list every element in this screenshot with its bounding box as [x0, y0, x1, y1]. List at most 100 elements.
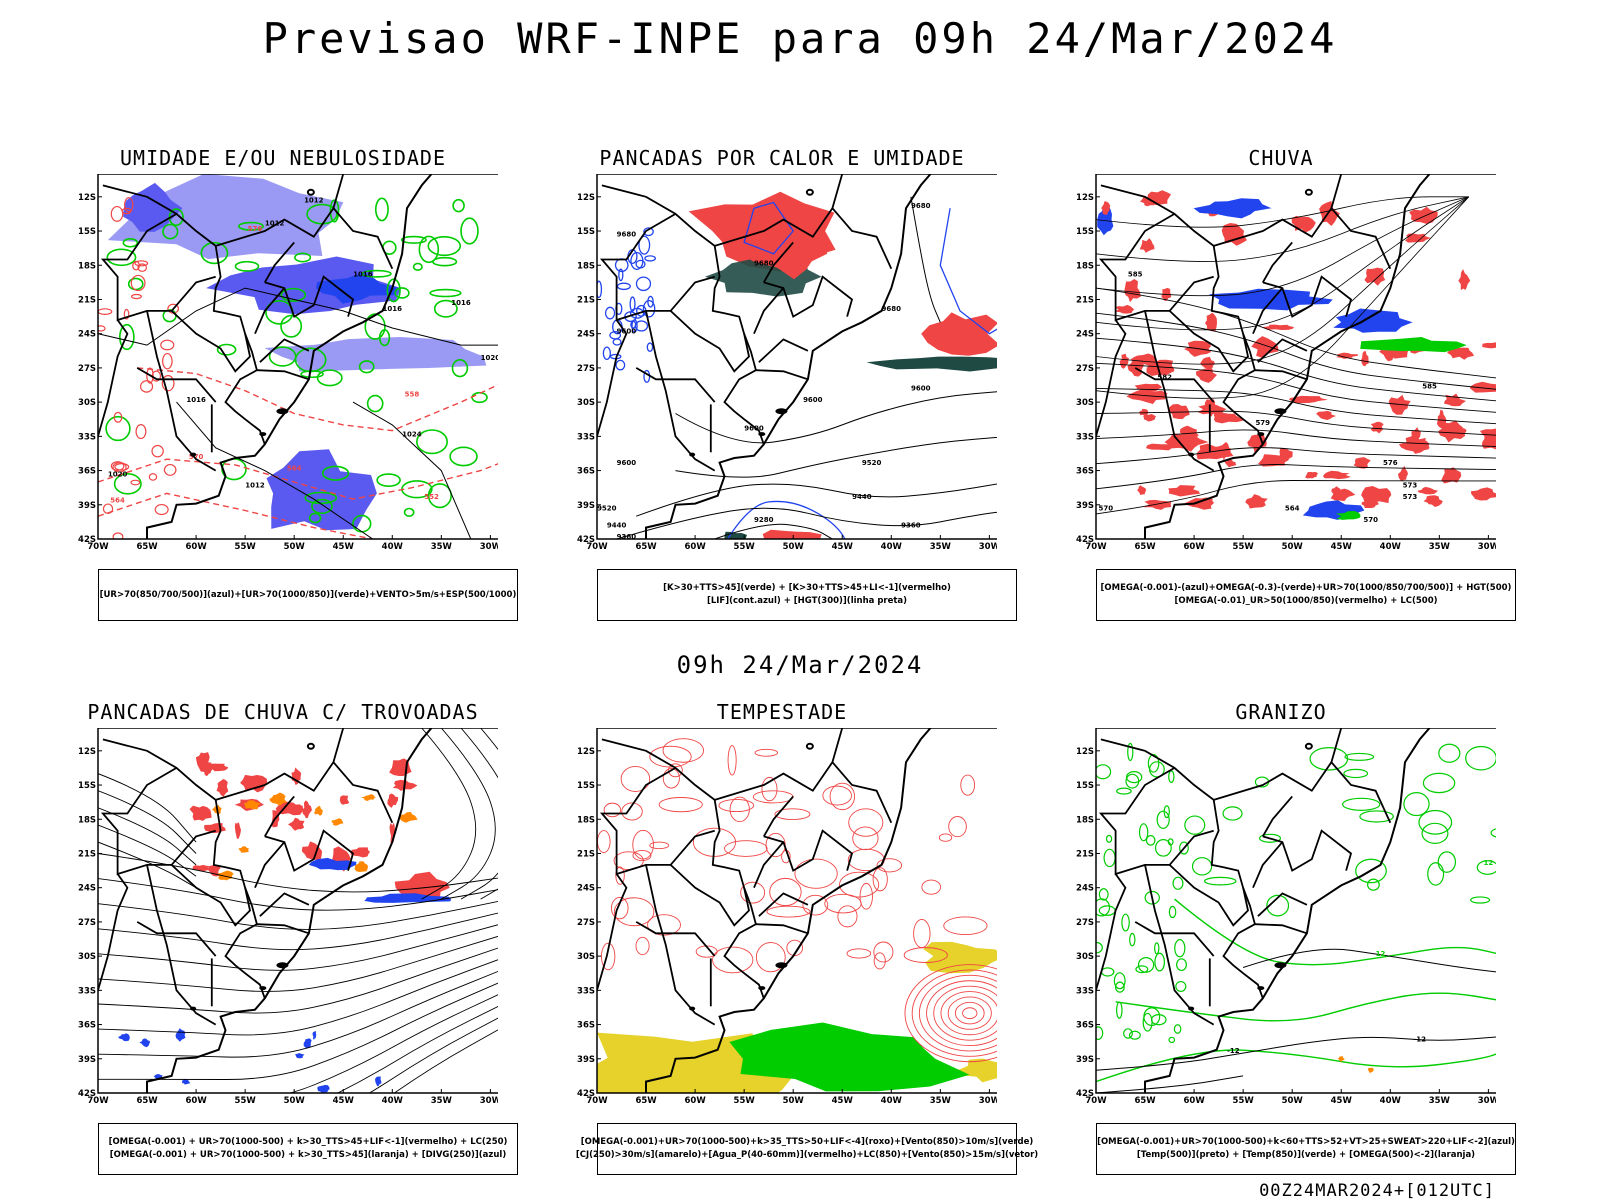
rain-region-red [1137, 485, 1147, 495]
rain-region-red [1140, 195, 1158, 207]
border-line [758, 892, 809, 917]
temp850-contour-green [1258, 833, 1282, 843]
border-line [1213, 728, 1343, 801]
rain-region-red [1336, 352, 1358, 359]
lon-tick-label: 55W [734, 1096, 756, 1106]
temp850-contour-green [1176, 958, 1187, 972]
humidity-contour-green [329, 199, 340, 223]
border-line [763, 795, 794, 837]
temp850-contour-green [1427, 862, 1445, 886]
lat-tick-label: 24S [78, 330, 96, 340]
storm-region-orange [361, 794, 376, 801]
temp850-contour-green [1438, 743, 1461, 763]
humidity-contour-green [119, 323, 135, 351]
pressure-contour-red [926, 980, 997, 1046]
contour-label: 9520 [862, 459, 882, 467]
contour-label: 1016 [451, 299, 471, 307]
lat-tick-label: 21S [78, 849, 96, 859]
rain-region-red [1291, 215, 1316, 233]
divergence-region-blue [375, 1076, 382, 1087]
contour-label: 582 [1157, 373, 1172, 381]
panel-title: UMIDADE E/OU NEBULOSIDADE [119, 146, 447, 170]
streamline [393, 1029, 498, 1093]
temp850-contour-green [1359, 810, 1394, 823]
thickness-contour-red [160, 339, 175, 351]
contour-label: 558 [405, 390, 420, 398]
border-line [669, 310, 750, 373]
thickness-contour [98, 492, 373, 539]
border-line [1262, 795, 1293, 837]
precip-water-contour [837, 905, 858, 928]
lake [689, 452, 696, 457]
streamline [368, 1017, 498, 1093]
lon-tick-label: 60W [185, 1096, 207, 1106]
map-pancadas-calor: 9680 9680 9680 9680 9600 9600 9600 9600 9600 9520… [577, 174, 997, 552]
precip-water-contour [829, 782, 856, 811]
thickness-contour-red [123, 308, 130, 320]
lat-tick-label: 39S [1076, 1055, 1094, 1065]
lon-tick-label: 55W [235, 1096, 257, 1106]
rain-region-red [1316, 410, 1337, 420]
lifted-index-contour [939, 208, 997, 335]
lon-tick-label: 50W [284, 1096, 306, 1106]
storm-region-orange [314, 805, 323, 816]
lat-tick-label: 39S [577, 1055, 595, 1065]
lifted-index-contour [647, 295, 654, 308]
contour-label: 1020 [108, 470, 128, 478]
lat-tick-label: 24S [577, 330, 595, 340]
border-line [256, 923, 310, 935]
humidity-contour-green [451, 358, 469, 378]
legend-box: [OMEGA(-0.001)-(azul)+OMEGA(-0.3)-(verde… [1096, 569, 1516, 621]
lon-tick-label: 50W [783, 1096, 805, 1106]
humidity-contour-green [106, 248, 137, 267]
precip-water-contour [938, 833, 953, 842]
contour-label: 1024 [402, 430, 422, 438]
streamline [1096, 196, 1469, 262]
lifted-index-contour [615, 359, 626, 371]
humidity-contour-green [449, 446, 478, 467]
height-contour [1096, 464, 1496, 490]
lagoon-patos [1274, 962, 1287, 969]
precip-water-contour [960, 774, 976, 796]
reservoir [805, 742, 814, 750]
lon-tick-label: 40W [382, 1096, 404, 1106]
reservoir [1304, 742, 1313, 750]
lagoon-patos [775, 962, 788, 969]
lat-tick-label: 36S [78, 467, 96, 477]
lon-tick-label: 60W [1183, 1096, 1205, 1106]
temp850-contour-green [1125, 771, 1143, 784]
precip-water-contour [740, 881, 766, 904]
lon-tick-label: 65W [136, 1096, 158, 1106]
rain-region-red [1168, 404, 1190, 420]
lat-tick-label: 12S [577, 193, 595, 203]
panel-title: PANCADAS DE CHUVA C/ TROVOADAS [87, 700, 479, 724]
contour-label: 576 [248, 225, 263, 233]
border-line [102, 738, 266, 999]
lagoon-patos [276, 962, 289, 969]
pressure-contour-red [933, 985, 997, 1041]
rain-region-red [1458, 269, 1471, 290]
temp850-contour-green [1123, 1028, 1133, 1039]
temp850-contour-green [1203, 876, 1237, 886]
contour-label: 9360 [901, 522, 921, 530]
humidity-contour-green [200, 241, 229, 265]
height-contour [1096, 287, 1496, 379]
contour-label: 573 [1403, 493, 1418, 501]
lat-tick-label: 21S [1076, 295, 1094, 305]
legend-line: [CJ(250)>30m/s](amarelo)+[Agua_P(40-60mm… [575, 1150, 1039, 1160]
border-line [601, 184, 765, 445]
contour-label: 9520 [597, 504, 617, 512]
pressure-contour-red [911, 969, 997, 1057]
humidity-contour-green [394, 287, 410, 299]
precip-water-contour [802, 894, 829, 916]
rain-region-red [1245, 494, 1268, 509]
temp850-contour-green [1343, 768, 1369, 779]
lat-tick-label: 33S [1076, 986, 1094, 996]
height-contour [910, 196, 941, 323]
lon-tick-label: 35W [431, 542, 453, 552]
humidity-contour-green [113, 473, 142, 495]
temp850-contour-green [1490, 828, 1496, 838]
map-frame [596, 174, 997, 540]
rain-region-red [1213, 412, 1244, 424]
border-line [259, 892, 310, 917]
